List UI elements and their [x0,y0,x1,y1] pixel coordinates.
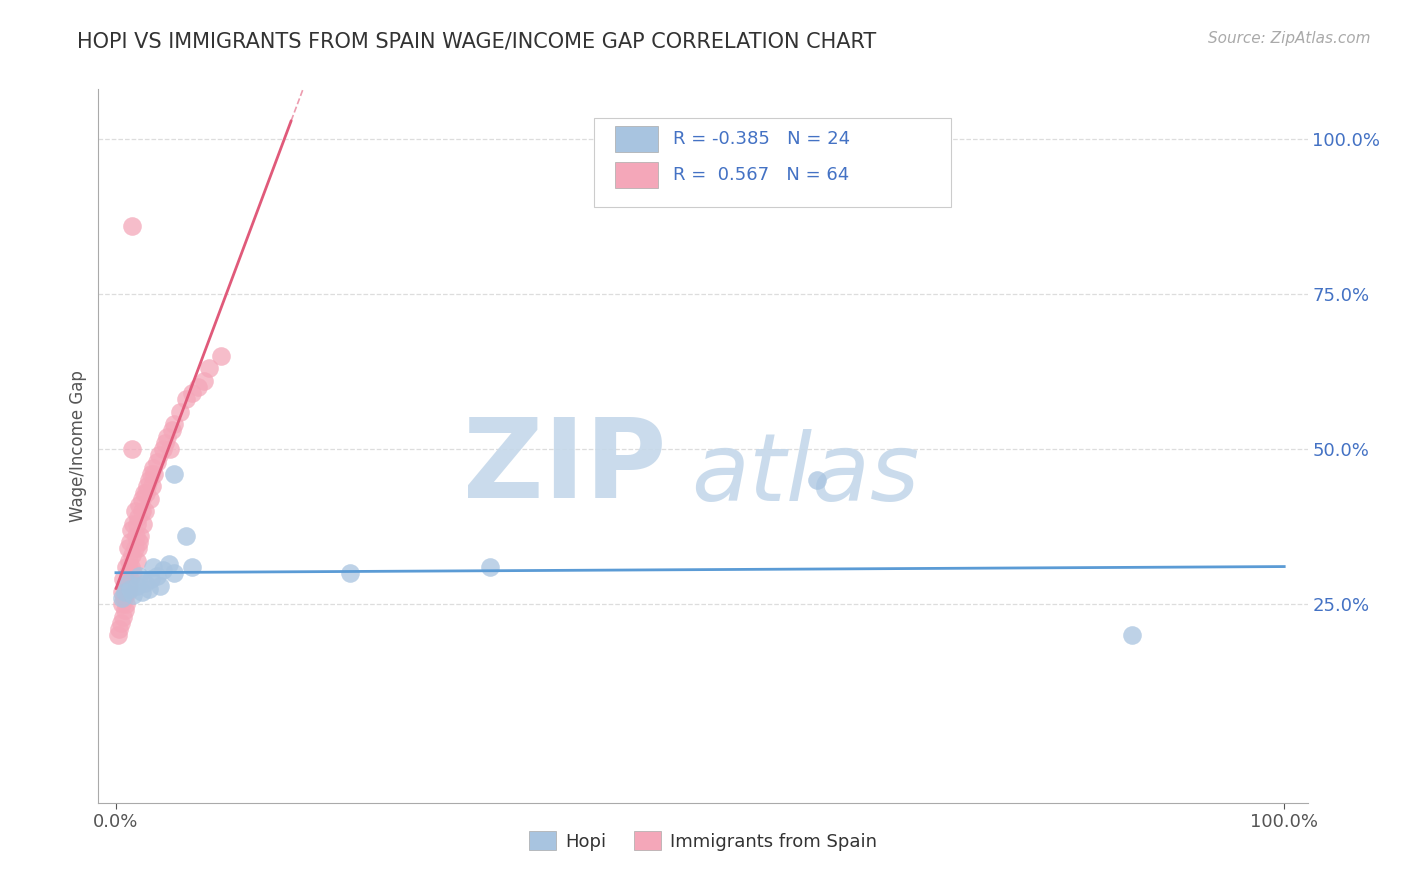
Text: HOPI VS IMMIGRANTS FROM SPAIN WAGE/INCOME GAP CORRELATION CHART: HOPI VS IMMIGRANTS FROM SPAIN WAGE/INCOM… [77,31,876,51]
Point [128,535,150,549]
Point [136,479,159,493]
Point [125,554,148,568]
Point [163,467,186,481]
Point [120,523,142,537]
Point [118,554,141,568]
Point [193,374,215,388]
Point [108,622,131,636]
Point [128,498,150,512]
Point [160,424,183,438]
Point [118,535,141,549]
Point [142,460,165,475]
Point [159,442,181,456]
Point [114,603,136,617]
Point [180,386,202,401]
Text: atlas: atlas [690,429,920,520]
Point [478,560,501,574]
Point [117,566,139,581]
Point [163,417,186,432]
Point [127,510,149,524]
Point [124,504,146,518]
Point [111,573,134,587]
Point [111,609,134,624]
Point [142,560,165,574]
Point [122,588,145,602]
Point [121,442,143,456]
Point [339,566,361,581]
Point [148,448,170,462]
Point [118,582,141,596]
Point [131,491,153,506]
Point [124,541,146,556]
Point [135,485,157,500]
Text: R =  0.567   N = 64: R = 0.567 N = 64 [672,166,849,184]
Point [169,405,191,419]
Point [806,473,828,487]
Point [138,473,160,487]
Text: ZIP: ZIP [464,414,666,521]
Point [118,573,141,587]
Text: Source: ZipAtlas.com: Source: ZipAtlas.com [1208,31,1371,46]
Point [112,591,135,605]
Point [110,615,132,630]
Point [146,454,169,468]
Point [174,529,197,543]
Point [132,485,155,500]
FancyBboxPatch shape [614,127,658,152]
Point [111,597,134,611]
Point [120,560,142,574]
Point [114,579,136,593]
Point [143,467,166,481]
Point [163,566,186,581]
Point [125,579,148,593]
Point [209,349,232,363]
Point [152,563,174,577]
Point [125,529,148,543]
Point [157,557,180,571]
FancyBboxPatch shape [595,118,950,207]
Point [121,219,143,233]
Point [174,392,197,407]
Point [152,442,174,456]
Point [118,579,141,593]
Point [1121,628,1143,642]
Point [129,529,152,543]
Point [138,582,160,596]
Point [198,361,221,376]
Point [125,516,148,531]
Point [131,584,153,599]
Point [134,575,156,590]
Point [115,597,138,611]
Point [149,579,172,593]
Point [134,504,156,518]
Point [122,516,145,531]
Point [128,569,150,583]
Point [127,541,149,556]
Point [117,575,139,590]
Point [187,380,209,394]
Point [117,541,139,556]
Point [153,436,176,450]
Point [117,584,139,599]
Point [180,560,202,574]
Point [139,573,162,587]
Point [139,491,162,506]
Point [156,430,179,444]
Point [111,591,134,605]
Point [146,569,169,583]
Point [141,479,163,493]
FancyBboxPatch shape [614,162,658,187]
Point [115,560,138,574]
Point [139,467,162,481]
Point [111,584,134,599]
Point [121,548,143,562]
Point [122,566,145,581]
Point [107,628,129,642]
Point [114,584,136,599]
Point [132,516,155,531]
Point [131,504,153,518]
Y-axis label: Wage/Income Gap: Wage/Income Gap [69,370,87,522]
Legend: Hopi, Immigrants from Spain: Hopi, Immigrants from Spain [522,824,884,858]
Text: R = -0.385   N = 24: R = -0.385 N = 24 [672,130,849,148]
